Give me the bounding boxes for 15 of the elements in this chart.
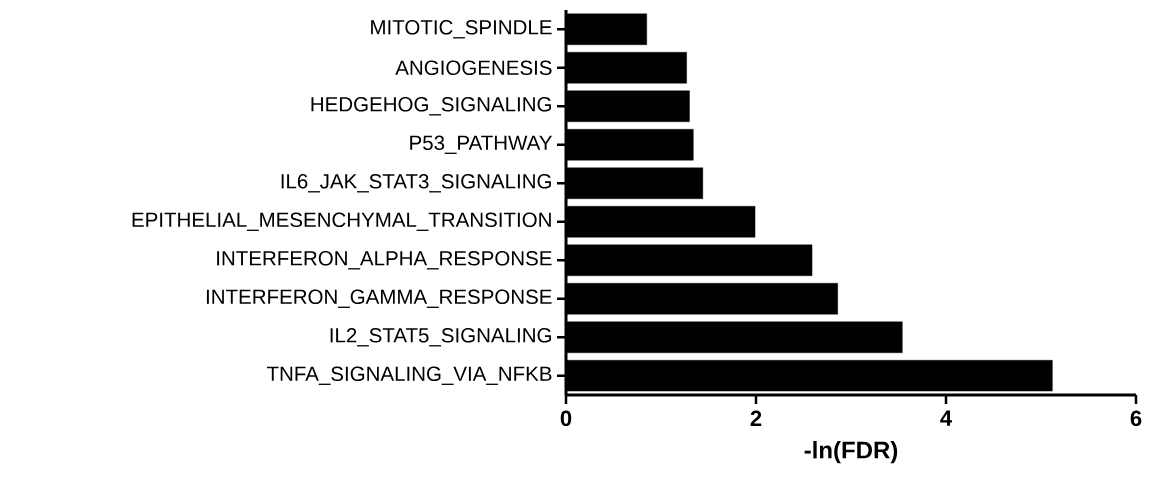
x-axis-title: -ln(FDR) (804, 440, 898, 464)
y-tick-label: TNFA_SIGNALING_VIA_NFKB (266, 366, 552, 385)
x-tick-label: 0 (560, 410, 572, 427)
y-tick-label: IL2_STAT5_SIGNALING (330, 328, 551, 347)
y-tick-label: INTERFERON_ALPHA_RESPONSE (217, 251, 552, 270)
x-tick-label: 2 (750, 410, 762, 426)
x-tick-label: 6 (1130, 410, 1142, 427)
x-tick-label: 4 (940, 410, 953, 426)
y-tick-label: INTERFERON_GAMMA_RESPONSE (206, 289, 552, 308)
y-tick-label: EPITHELIAL_MESENCHYMAL_TRANSITION (132, 212, 551, 231)
y-tick-label: HEDGEHOG_SIGNALING (311, 97, 551, 116)
y-tick-label: MITOTIC_SPINDLE (371, 20, 552, 39)
y-tick-label: ANGIOGENESIS (395, 60, 552, 76)
y-tick-label: IL6_JAK_STAT3_SIGNALING (281, 174, 551, 193)
y-tick-label: P53_PATHWAY (410, 135, 553, 154)
